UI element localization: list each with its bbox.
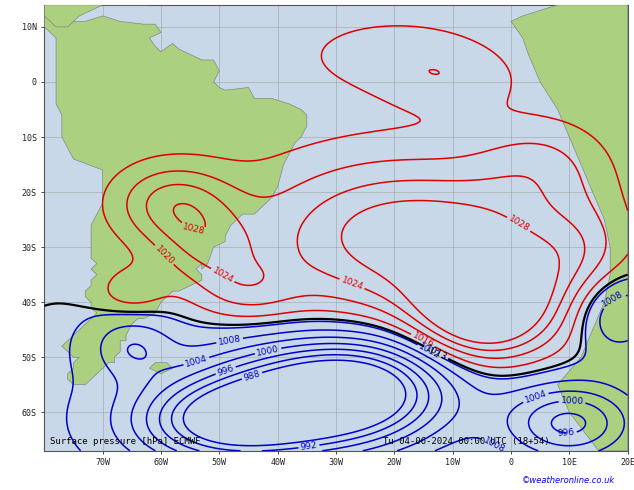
Text: 1028: 1028 [181,222,205,236]
Text: 1028: 1028 [507,215,531,234]
Text: 1000: 1000 [560,396,584,406]
Text: 1016: 1016 [411,331,436,350]
Text: 1008: 1008 [601,290,625,309]
Polygon shape [150,363,172,374]
Text: 992: 992 [300,441,318,452]
Polygon shape [511,5,628,451]
Text: ©weatheronline.co.uk: ©weatheronline.co.uk [522,476,615,485]
Polygon shape [44,16,307,385]
Text: 1000: 1000 [256,344,280,358]
Text: 996: 996 [216,363,235,377]
Text: 996: 996 [557,428,575,438]
Text: 1012: 1012 [417,342,442,360]
Text: 1004: 1004 [184,354,209,369]
Text: 1020: 1020 [153,244,176,266]
Text: 1024: 1024 [340,275,365,292]
Text: Tu 04-06-2024 00:00 UTC (18+54): Tu 04-06-2024 00:00 UTC (18+54) [383,438,549,446]
Text: 1024: 1024 [210,266,235,285]
Text: 1013: 1013 [424,343,448,362]
Text: 1008: 1008 [217,334,242,347]
Text: Surface pressure [hPa] ECMWF: Surface pressure [hPa] ECMWF [50,438,201,446]
Text: 1008: 1008 [482,436,507,454]
Text: 988: 988 [242,369,262,383]
Text: 1004: 1004 [523,389,548,405]
Polygon shape [44,5,150,27]
